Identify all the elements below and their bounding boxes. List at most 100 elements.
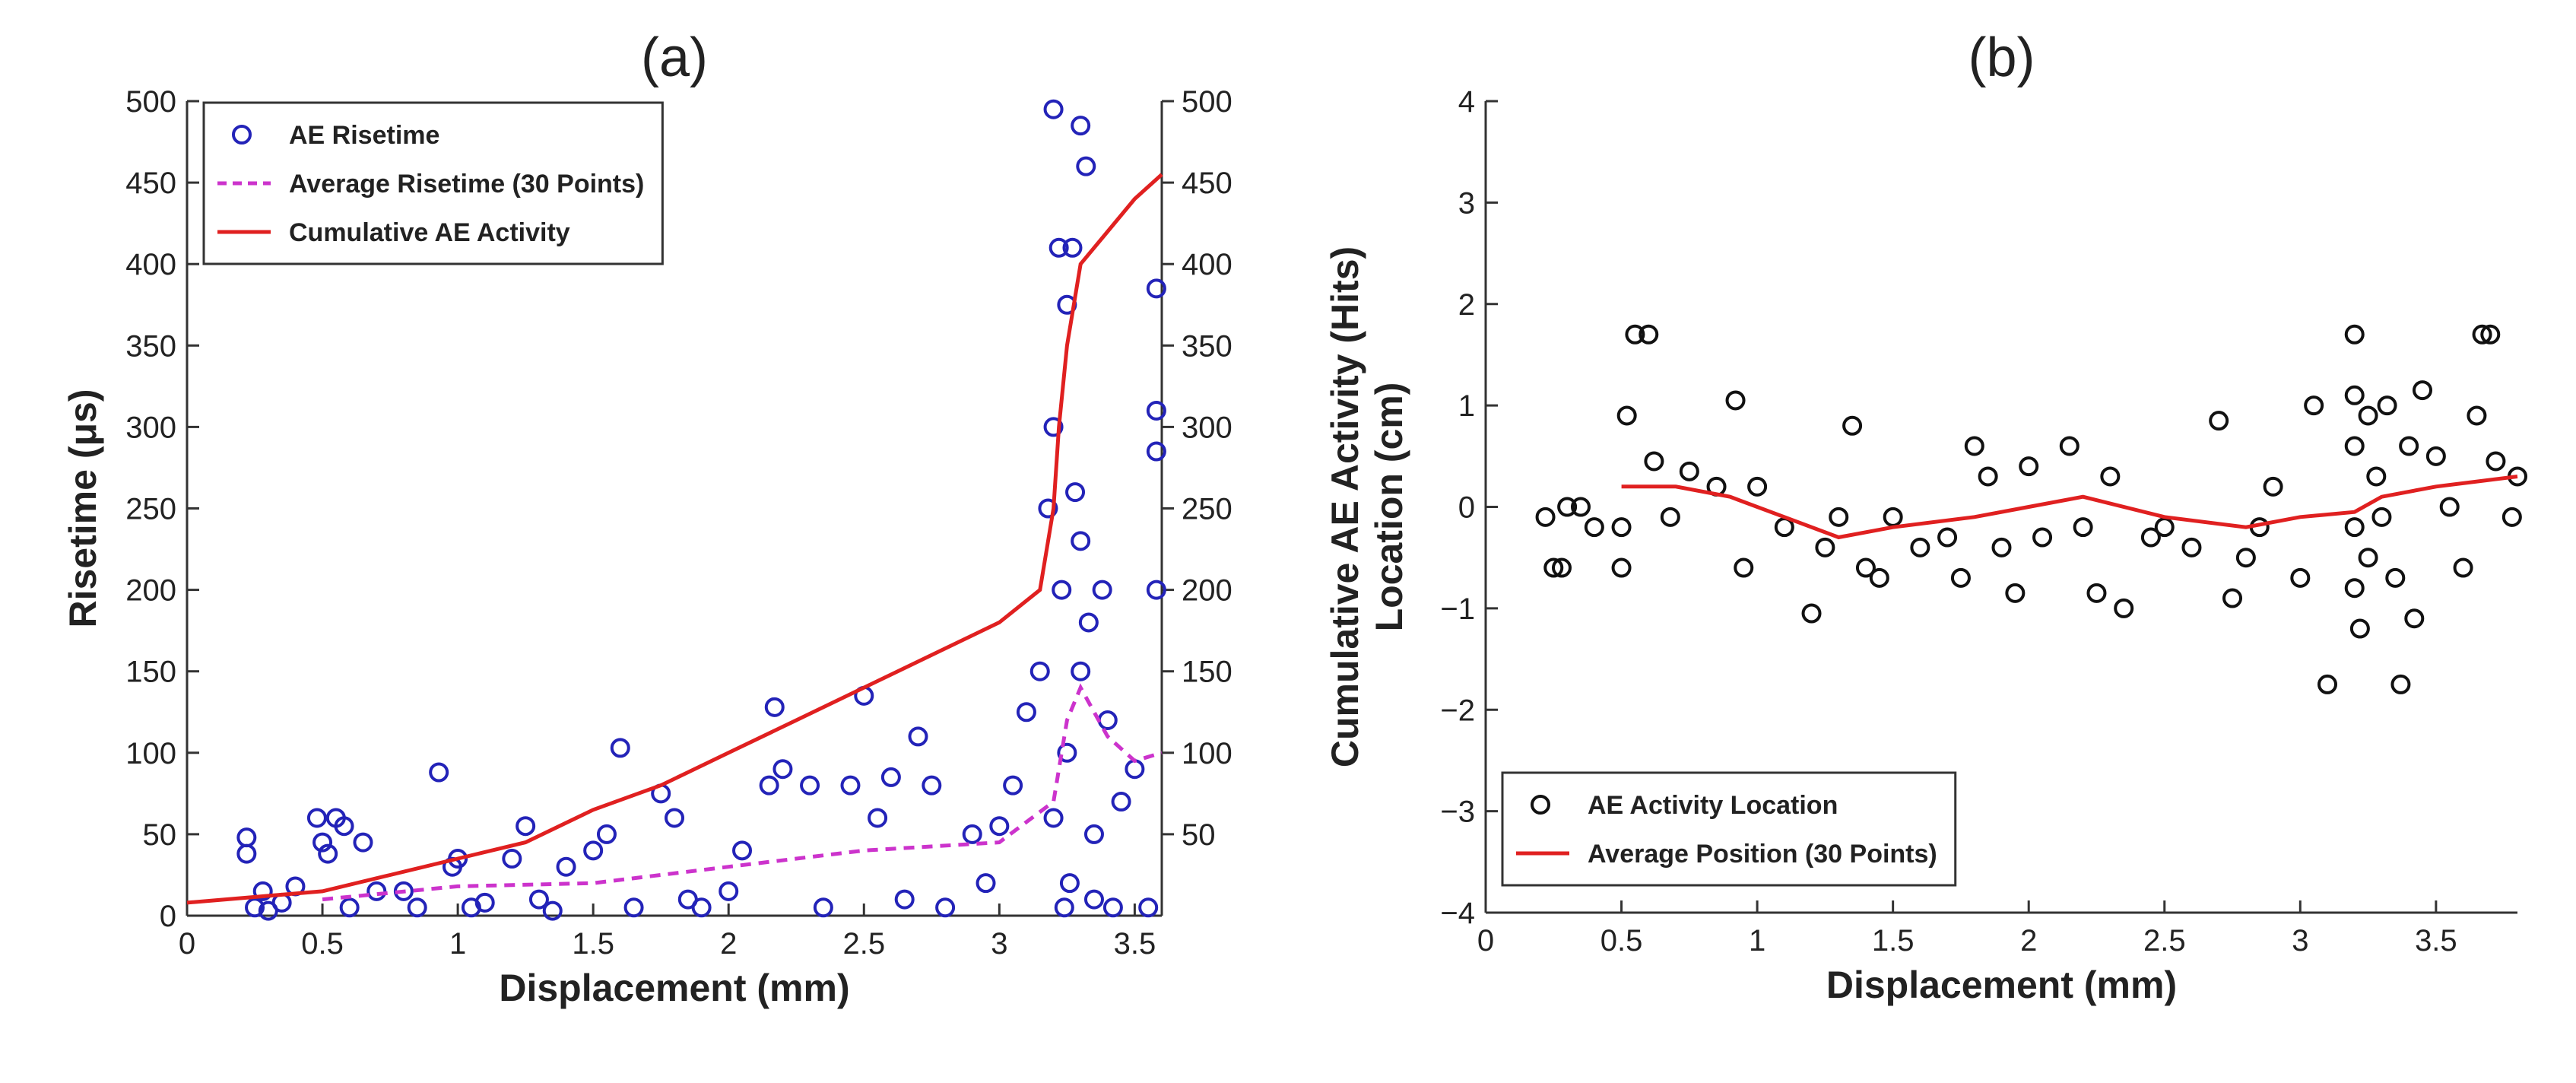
data-point [2059, 436, 2080, 456]
data-point [1815, 537, 1835, 557]
y-tick-label: 250 [125, 493, 176, 526]
data-point [1557, 497, 1578, 517]
data-point [1138, 897, 1159, 918]
data-point [2480, 324, 2501, 345]
data-point [1910, 537, 1930, 557]
chart-title: (b) [1968, 27, 2035, 88]
data-point [1029, 661, 1050, 681]
data-point [1883, 507, 1903, 527]
data-point [1570, 497, 1591, 517]
data-point [2181, 537, 2202, 557]
data-point [719, 881, 739, 901]
x-tick-label: 1.5 [1872, 924, 1915, 958]
data-point [2100, 466, 2121, 487]
data-point [2366, 466, 2387, 487]
data-point [502, 849, 522, 869]
data-point [2344, 517, 2365, 538]
data-point [2344, 385, 2365, 405]
y-tick-label: 350 [125, 329, 176, 363]
data-point [2399, 436, 2419, 456]
legend-box [1501, 771, 1957, 887]
y2-tick-label: 250 [1182, 493, 1232, 526]
data-point [353, 832, 373, 853]
legend-label: Cumulative AE Activity [289, 218, 570, 247]
legend-label: Average Risetime (30 Points) [289, 170, 644, 198]
data-point [1734, 557, 1754, 578]
y-tick-label: 4 [1458, 85, 1475, 119]
data-point [542, 900, 563, 921]
data-point [1146, 278, 1166, 299]
data-point [2501, 507, 2522, 527]
data-point [1071, 661, 1091, 681]
x-tick-label: 3 [991, 927, 1007, 961]
y-axis-label: Risetime (μs) [62, 389, 104, 627]
data-point [623, 897, 644, 918]
x-tick-label: 1 [1749, 924, 1765, 958]
data-point [2019, 456, 2039, 477]
data-point [1855, 557, 1876, 578]
data-point [1679, 461, 1699, 481]
data-point [2349, 618, 2370, 639]
data-point [236, 843, 257, 864]
data-line [186, 173, 1163, 905]
x-tick-label: 3 [2292, 924, 2308, 958]
data-point [1146, 441, 1166, 462]
data-point [2371, 507, 2392, 527]
data-point [1054, 897, 1074, 918]
data-point [1102, 897, 1123, 918]
x-tick-label: 3.5 [2415, 924, 2457, 958]
legend-box [202, 101, 664, 265]
data-point [334, 816, 354, 837]
data-point [1057, 742, 1077, 763]
data-point [596, 824, 617, 844]
data-point [880, 767, 901, 787]
data-point [318, 843, 338, 864]
data-point [2467, 405, 2487, 426]
y-tick-label: 100 [125, 737, 176, 770]
data-point [1829, 507, 1849, 527]
data-point [528, 889, 549, 910]
data-point [962, 824, 982, 844]
y-tick-label: 0 [160, 900, 176, 933]
y-tick-label: 200 [125, 574, 176, 608]
data-point [2073, 517, 2093, 538]
y-tick-label: −1 [1440, 592, 1475, 626]
data-point [894, 889, 915, 910]
x-tick-label: 1 [449, 927, 466, 961]
x-tick-label: 0 [1477, 924, 1494, 958]
data-point [1842, 415, 1863, 436]
data-point [1083, 889, 1104, 910]
data-line [1621, 475, 2518, 540]
data-point [772, 759, 793, 780]
data-point [1747, 476, 1768, 497]
data-point [474, 892, 495, 913]
data-point [2344, 578, 2365, 599]
data-point [2114, 598, 2134, 618]
x-tick-label: 3.5 [1114, 927, 1156, 961]
data-point [732, 840, 753, 861]
y-tick-label: 500 [125, 85, 176, 119]
x-tick-label: 0 [179, 927, 195, 961]
y-tick-label: 0 [1458, 491, 1475, 525]
y2-tick-label: 500 [1182, 85, 1232, 119]
data-point [1611, 557, 1632, 578]
data-point [2263, 476, 2283, 497]
y-axis-label: Location (cm) [1368, 383, 1410, 632]
data-point [989, 816, 1010, 837]
data-point [1048, 237, 1069, 258]
legend-label: Average Position (30 Points) [1588, 840, 1937, 869]
data-point [583, 840, 604, 861]
legend-label: AE Activity Location [1588, 791, 1838, 820]
data-point [1543, 557, 1564, 578]
y2-tick-label: 300 [1182, 411, 1232, 444]
data-point [1062, 237, 1083, 258]
data-point [691, 897, 712, 918]
data-point [1616, 405, 1637, 426]
x-tick-label: 2 [720, 927, 737, 961]
data-point [2358, 405, 2378, 426]
data-point [1038, 498, 1058, 519]
data-point [922, 775, 942, 796]
data-point [236, 827, 257, 848]
